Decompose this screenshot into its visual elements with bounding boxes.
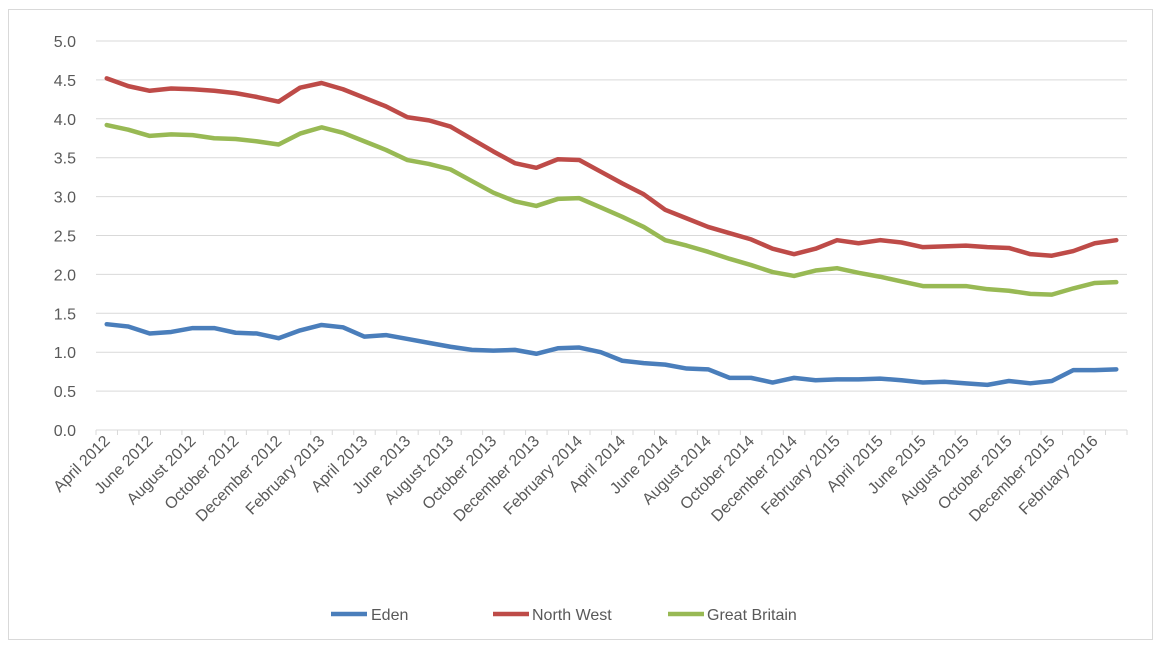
legend: Eden North West Great Britain xyxy=(331,607,797,624)
y-tick-label: 4.0 xyxy=(54,112,76,129)
series-lines xyxy=(104,76,1119,388)
legend-item: North West xyxy=(493,607,612,624)
y-axis-ticks: 0.0 0.5 1.0 1.5 2.0 2.5 3.0 3.5 4.0 4.5 5.0 xyxy=(54,34,76,440)
legend-label: Eden xyxy=(371,607,408,624)
y-tick-label: 0.5 xyxy=(54,384,76,401)
series-line-eden xyxy=(104,321,1119,388)
legend-item: Great Britain xyxy=(668,607,797,624)
y-tick-label: 1.0 xyxy=(54,345,76,362)
x-tick-label: October 2015 xyxy=(935,433,1016,514)
legend-label: North West xyxy=(532,607,612,624)
y-tick-label: 3.0 xyxy=(54,190,76,207)
y-tick-label: 1.5 xyxy=(54,306,76,323)
y-tick-label: 4.5 xyxy=(54,73,76,90)
x-axis xyxy=(95,429,1128,435)
legend-label: Great Britain xyxy=(707,607,797,624)
y-tick-label: 0.0 xyxy=(54,423,76,440)
legend-item: Eden xyxy=(331,607,408,624)
y-tick-label: 2.0 xyxy=(54,267,76,284)
y-tick-label: 2.5 xyxy=(54,229,76,246)
series-line-great-britain xyxy=(104,122,1119,297)
y-tick-label: 3.5 xyxy=(54,151,76,168)
gridlines xyxy=(96,40,1127,392)
x-tick-label: October 2012 xyxy=(162,433,243,514)
chart-frame xyxy=(8,9,1153,640)
y-tick-label: 5.0 xyxy=(54,34,76,51)
x-tick-label: October 2013 xyxy=(420,433,501,514)
series-line-north-west xyxy=(104,76,1119,258)
x-tick-label: October 2014 xyxy=(677,433,758,514)
x-tick-label: February 2016 xyxy=(1016,433,1102,519)
